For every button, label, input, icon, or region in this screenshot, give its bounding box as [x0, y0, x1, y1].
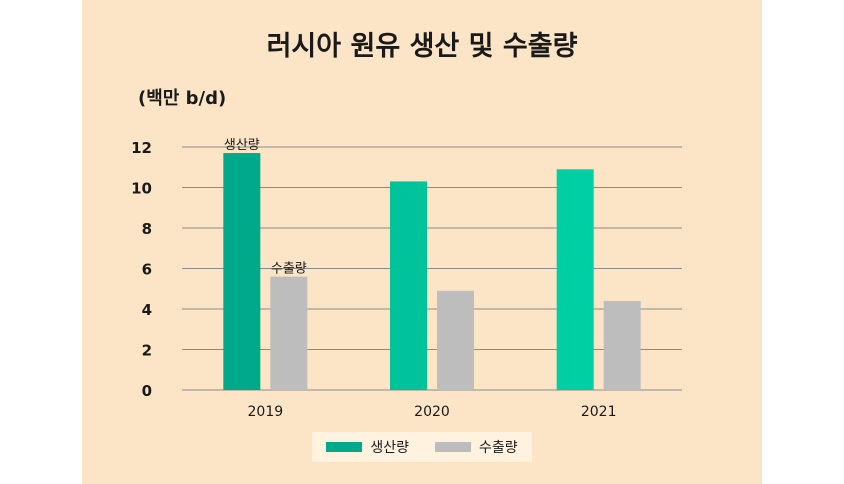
legend-item-export: 수출량	[435, 437, 518, 457]
bars	[223, 153, 641, 390]
legend-label-export: 수출량	[479, 440, 518, 456]
legend-swatch-export	[435, 442, 471, 452]
y-tick-label-0: 0	[142, 382, 152, 400]
y-tick-label-10: 10	[131, 180, 152, 198]
y-tick-label-12: 12	[131, 139, 152, 157]
y-tick-label-6: 6	[142, 261, 152, 279]
legend-swatch-production	[326, 442, 363, 452]
chart-title: 러시아 원유 생산 및 수출량	[266, 31, 578, 62]
y-tick-label-4: 4	[142, 301, 152, 319]
y-axis-unit-label: (백만 b/d)	[138, 88, 227, 109]
bar-production-2019	[223, 153, 261, 390]
y-tick-labels: 0 2 4 6 8 10 12	[131, 139, 152, 400]
bar-production-2020	[390, 181, 427, 390]
chart-panel: 러시아 원유 생산 및 수출량 (백만 b/d) 0 2 4 6 8 10 12 2019 2…	[82, 0, 762, 484]
y-tick-label-2: 2	[142, 342, 152, 360]
grid-layer	[182, 146, 682, 391]
x-tick-labels: 2019 2020 2021	[248, 404, 617, 420]
legend-label-production: 생산량	[370, 440, 409, 456]
bar-export-2019	[270, 276, 308, 390]
y-tick-label-8: 8	[142, 220, 152, 238]
legend-item-production: 생산량	[326, 437, 409, 457]
data-label-export-2019: 수출량	[271, 262, 307, 277]
x-tick-label-2021: 2021	[581, 404, 617, 420]
bar-production-2021	[556, 169, 594, 390]
bar-export-2020	[437, 290, 474, 390]
data-label-production-2019: 생산량	[224, 138, 260, 153]
x-tick-label-2020: 2020	[414, 404, 450, 420]
legend: 생산량 수출량	[312, 432, 532, 462]
bar-export-2021	[603, 300, 641, 390]
x-tick-label-2019: 2019	[248, 404, 284, 420]
